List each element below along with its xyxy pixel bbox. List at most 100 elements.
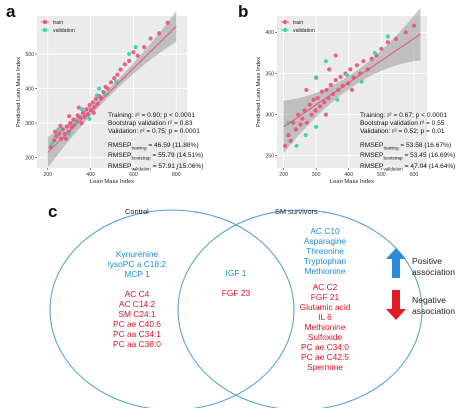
x-axis-label: Lean Mass Index [90,179,134,185]
data-point-train [115,72,120,77]
x-tick-label: 600 [129,172,138,178]
stats-block-a: Training: r² = 0.90; p < 0.0001 Bootstra… [108,112,204,173]
list-item: Asparagine [303,236,347,246]
data-point-train [79,120,84,126]
regression-line [283,33,421,128]
data-point-train [112,76,117,81]
data-point-train [52,138,57,143]
data-point-train [307,102,312,107]
list-item: Sulfoxide [307,332,343,342]
list-item: IGF 1 [225,268,247,278]
data-point-train [105,86,110,91]
data-point-validation [56,127,61,132]
data-point-train [369,56,374,61]
list-item: SM C24:1 [118,309,156,319]
data-point-train [324,87,329,93]
data-point-train [327,67,332,72]
data-point-train [91,110,96,115]
data-point-train [298,122,303,127]
panel-letter-b: b [238,2,249,21]
list-item: FGF 21 [310,292,340,302]
legend-label: train [53,20,63,26]
y-axis-label: Predicted Lean Mass Index [16,57,22,127]
y-tick-label: 350 [265,71,274,77]
data-point-train [87,103,92,108]
rmsep-validation-b: RMSEPvalidation = 47.04 (14.64%) [360,162,456,171]
list-item: PC aa C38:0 [113,339,161,349]
data-point-train [58,136,64,141]
data-point-validation [323,59,329,64]
list-item: AC C10 [310,226,340,236]
data-point-train [323,112,329,117]
control-only-list: Kynurenine lysoPC a C18:2 MCP 1 AC C4 AC C1… [82,249,192,349]
x-tick-label: 800 [172,172,181,178]
data-point-train [53,129,58,134]
data-point-train [80,110,86,115]
y-tick-label: 500 [25,52,34,58]
data-point-validation [314,124,319,130]
data-point-train [333,53,338,58]
list-item: AC C14:2 [118,299,156,309]
y-tick-label: 300 [265,112,274,118]
data-point-train [76,105,81,110]
stats-bootstrap-b: Bootstrap validation r² = 0.55 [360,120,445,128]
data-point-train [293,127,299,132]
data-point-train [68,120,73,126]
x-tick-label: 400 [344,172,353,178]
data-point-train [54,134,59,139]
legend-label: validation [53,28,75,34]
data-point-validation [94,93,100,98]
venn-circle-control [49,209,295,408]
stats-block-b: Training: r² = 0.67; p < 0.0001 Bootstra… [360,112,456,173]
data-point-validation [97,86,102,91]
x-axis-label: Lean Mass Index [330,179,374,185]
data-point-train [338,74,343,79]
data-point-train [135,53,140,58]
data-point-train [322,100,327,105]
x-tick-label: 300 [312,172,321,178]
x-tick-label: 600 [410,172,419,178]
data-point-validation [359,79,364,84]
shared-positive-list: IGF 1 [200,268,272,278]
shared-negative-list: FGF 23 [200,288,272,298]
control-negative-list: AC C4 AC C14:2 SM C24:1 PC ae C40:6 PC aa C3… [82,289,192,349]
venn-diagram [49,209,423,408]
data-point-train [315,96,320,101]
legend-label: train [293,20,303,26]
list-item: PC ae C34:0 [301,342,349,352]
data-point-validation [303,133,308,138]
data-point-train [379,46,384,51]
data-point-train [313,108,318,113]
rmsep-bootstrap-b: RMSEPbootstrap = 53.45 (16.69%) [360,152,456,161]
data-point-train [131,50,136,55]
data-point-train [361,59,366,64]
data-point-train [142,44,147,50]
venn-title-sm-survivors: SM survivors [275,207,318,216]
list-item: Tryptophan [303,256,347,266]
data-point-train [108,80,114,85]
data-point-train [411,23,417,28]
data-point-train [333,77,338,83]
rmsep-training-a: RMSEPtraining = 46.59 (11.88%) [108,141,199,150]
data-point-train [58,123,63,128]
list-item: PC aa C34:1 [113,329,161,339]
data-point-train [90,100,95,105]
list-item: IL 6 [318,312,332,322]
list-item: FGF 23 [221,288,251,298]
data-point-train [148,36,153,41]
data-point-validation [294,143,299,148]
y-tick-label: 250 [265,153,274,159]
y-axis-label: Predicted Lean Mass Index [256,57,262,127]
venn-title-control: Control [125,207,149,216]
list-item: PC ae C40:6 [113,319,161,329]
stats-training-a: Training: r² = 0.90; p < 0.0001 [108,112,195,119]
legend-marker [283,28,287,32]
data-point-train [127,58,132,64]
data-point-validation [314,75,319,80]
data-point-train [118,67,123,72]
data-point-train [77,115,82,120]
x-tick-label: 500 [377,172,386,178]
list-item: lysoPC a C18:2 [107,259,167,269]
data-point-train [283,143,288,148]
list-item: Kynurenine [115,249,159,259]
